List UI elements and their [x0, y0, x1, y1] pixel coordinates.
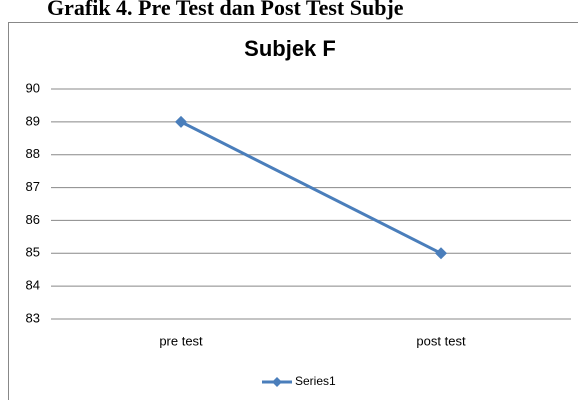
legend-marker [272, 377, 282, 387]
legend-label: Series1 [295, 374, 336, 388]
y-tick-label: 86 [26, 212, 40, 227]
y-tick-label: 84 [26, 278, 40, 293]
x-tick-label: post test [416, 333, 466, 348]
y-tick-label: 88 [26, 146, 40, 161]
y-tick-label: 85 [26, 245, 40, 260]
series-line [180, 120, 442, 255]
x-tick-label: pre test [159, 333, 203, 348]
heading: Grafik 4. Pre Test dan Post Test Subje [47, 0, 404, 20]
y-tick-label: 89 [26, 113, 40, 128]
y-tick-label: 83 [26, 310, 40, 325]
y-tick-label: 90 [26, 80, 40, 95]
point-marker [435, 247, 447, 260]
chart-title: Subjek F [244, 36, 336, 61]
chart-frame [8, 22, 578, 400]
point-marker [175, 115, 187, 128]
y-tick-label: 87 [26, 179, 40, 194]
